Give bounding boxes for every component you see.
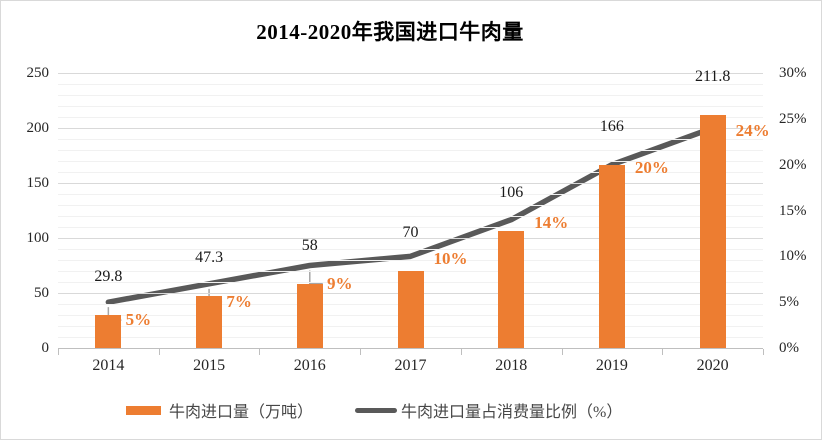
- gridline-minor: [58, 138, 763, 140]
- legend-bar-swatch: [126, 405, 161, 415]
- gridline-minor: [58, 149, 763, 151]
- right-axis-tick-label: 15%: [779, 202, 807, 219]
- bar-value-label: 106: [499, 184, 524, 202]
- line-percent-label: 10%: [433, 249, 468, 269]
- gridline-minor: [58, 83, 763, 85]
- line-percent-label: 14%: [534, 212, 569, 232]
- bar-2015: [196, 295, 223, 348]
- x-axis-tick-mark: [763, 349, 764, 355]
- legend: 牛肉进口量（万吨） 牛肉进口量占消费量比例（%）: [126, 398, 622, 422]
- gridline-major: [58, 182, 763, 184]
- x-axis-tick-label: 2016: [293, 357, 326, 374]
- bar-2018: [498, 231, 525, 348]
- gridline-minor: [58, 171, 763, 173]
- gridline-minor: [58, 215, 763, 217]
- gridline-minor: [58, 259, 763, 261]
- chart-title: 2014-2020年我国进口牛肉量: [256, 20, 524, 44]
- x-axis-tick-mark: [58, 349, 59, 355]
- right-axis-tick-label: 20%: [779, 156, 807, 173]
- x-axis-tick-mark: [259, 349, 261, 355]
- gridline-major: [58, 237, 763, 239]
- x-axis-tick-label: 2018: [495, 357, 528, 374]
- line-percent-label: 24%: [735, 121, 770, 140]
- right-axis-tick-label: 25%: [779, 110, 807, 127]
- gridline-minor: [58, 226, 763, 228]
- gridline-major: [58, 127, 763, 129]
- left-axis-tick-label: 200: [26, 120, 50, 136]
- line-percent-label: 9%: [327, 273, 353, 293]
- x-axis-tick-mark: [460, 349, 462, 355]
- x-axis-tick-mark: [158, 349, 160, 355]
- gridline-minor: [58, 160, 763, 162]
- left-axis-tick-label: 150: [26, 175, 50, 191]
- x-axis-tick-label: 2019: [595, 357, 628, 374]
- bar-2020: [699, 115, 726, 348]
- gridline-minor: [58, 248, 763, 250]
- gridline-minor: [58, 94, 763, 96]
- x-axis-tick-label: 2014: [92, 357, 125, 374]
- right-axis-tick-label: 5%: [779, 294, 799, 311]
- x-axis-tick-label: 2015: [193, 357, 226, 374]
- left-axis-tick-label: 250: [26, 65, 50, 81]
- bar-value-label: 29.8: [94, 268, 123, 286]
- gridline-minor: [58, 116, 763, 118]
- x-axis-tick-mark: [360, 349, 362, 355]
- plot-area: 29.8 47.3 58 70 106 166 211.8 5% 7% 9% 10% 14% 20% 24…: [58, 68, 770, 349]
- import-ratio-line: [105, 125, 716, 305]
- gridline-minor: [58, 105, 763, 107]
- bar-value-label: 211.8: [694, 68, 731, 86]
- bar-value-label: 166: [599, 118, 624, 136]
- bar-2016: [296, 284, 323, 348]
- bar-2014: [95, 315, 122, 348]
- x-axis-tick-label: 2017: [394, 357, 427, 374]
- line-percent-label: 7%: [226, 291, 252, 311]
- left-axis-tick-label: 100: [26, 230, 50, 246]
- left-axis-tick-label: 50: [34, 285, 49, 301]
- line-percent-label: 20%: [634, 157, 669, 177]
- right-axis-tick-label: 30%: [779, 65, 807, 81]
- bar-value-label: 70: [402, 224, 419, 241]
- bar-2017: [397, 271, 424, 348]
- right-axis-tick-label: 0%: [779, 340, 799, 356]
- right-axis-tick-label: 10%: [779, 248, 807, 265]
- x-axis-tick-mark: [561, 349, 563, 355]
- bar-value-label: 47.3: [195, 248, 224, 266]
- left-axis-tick-label: 0: [41, 340, 50, 356]
- gridline-minor: [58, 204, 763, 206]
- bar-value-label: 58: [301, 237, 318, 255]
- legend-bar-label: 牛肉进口量（万吨）: [169, 404, 314, 421]
- gridline-minor: [58, 193, 763, 195]
- bar-2019: [598, 165, 625, 348]
- x-axis-tick-label: 2020: [696, 357, 729, 374]
- x-axis-tick-mark: [662, 349, 664, 355]
- legend-line-label: 牛肉进口量占消费量比例（%）: [401, 404, 623, 421]
- leader-line: [309, 270, 323, 285]
- gridline-major: [58, 72, 763, 74]
- line-percent-label: 5%: [125, 310, 152, 330]
- legend-line-swatch: [355, 407, 398, 413]
